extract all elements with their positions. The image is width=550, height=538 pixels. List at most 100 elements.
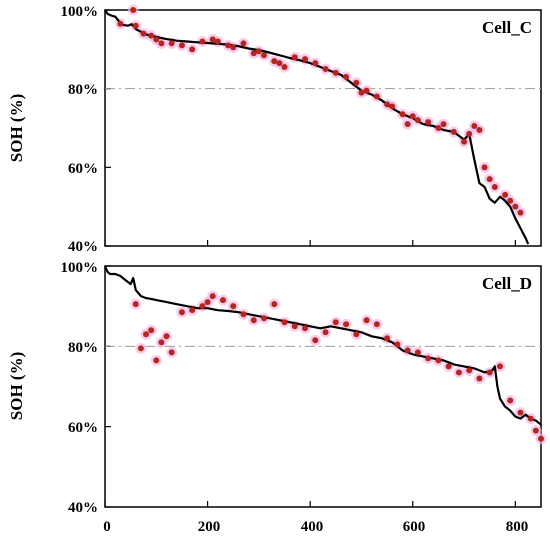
data-point [132, 22, 139, 29]
data-point [163, 333, 170, 340]
y-tick-label: 100% [61, 4, 99, 20]
soh-line [104, 9, 530, 245]
chart-title-cell-c: Cell_C [482, 18, 532, 37]
data-point [502, 191, 509, 198]
data-point [178, 42, 185, 49]
data-point [491, 184, 498, 190]
data-point [496, 363, 503, 370]
data-point [461, 138, 468, 145]
data-point [384, 101, 391, 108]
chart-title-cell-d: Cell_D [482, 274, 532, 293]
data-point [178, 309, 185, 316]
y-tick-label: 60% [68, 161, 98, 177]
data-point [404, 347, 411, 354]
data-point [291, 54, 298, 61]
data-point [455, 369, 462, 376]
data-point [276, 60, 283, 67]
data-point [486, 369, 493, 376]
data-point [168, 349, 175, 356]
data-point [302, 56, 309, 63]
data-point [476, 126, 483, 133]
data-point [240, 311, 247, 318]
data-point [450, 128, 457, 135]
data-point [281, 64, 288, 71]
data-point [250, 317, 257, 324]
data-point [199, 38, 206, 45]
data-point [435, 357, 442, 364]
data-point [471, 123, 478, 130]
marks-cell-d [103, 265, 547, 508]
data-point [132, 301, 139, 308]
data-point [414, 117, 421, 124]
x-tick-label: 600 [403, 519, 426, 535]
y-tick-label: 40% [68, 500, 98, 516]
data-point [225, 42, 232, 49]
data-point [435, 125, 442, 131]
data-point [343, 73, 350, 80]
y-tick-label: 40% [68, 239, 98, 255]
data-point [214, 38, 221, 45]
data-point [332, 69, 339, 76]
data-point [250, 50, 257, 57]
data-point [389, 103, 396, 110]
data-point [140, 30, 147, 37]
data-point [394, 341, 401, 348]
data-point [209, 36, 216, 43]
data-point [425, 355, 432, 362]
data-point [363, 317, 370, 324]
data-point [507, 397, 514, 404]
data-point [240, 40, 247, 47]
data-point [517, 209, 524, 216]
data-point [230, 303, 237, 310]
data-point [476, 375, 483, 382]
y-tick-label: 80% [68, 340, 98, 356]
data-point [517, 409, 524, 416]
x-tick-label: 200 [198, 519, 221, 535]
y-tick-label: 80% [68, 82, 98, 98]
data-point [137, 345, 144, 352]
data-point [343, 321, 350, 328]
data-point [261, 52, 268, 59]
data-point [466, 130, 473, 137]
data-point [312, 337, 319, 344]
data-point [481, 164, 488, 171]
data-point [143, 331, 150, 338]
y-axis-label-cell-c: SOH (%) [7, 94, 26, 162]
data-point [363, 87, 370, 94]
data-point [486, 176, 493, 183]
data-point [512, 203, 519, 210]
data-point [425, 119, 432, 126]
data-point [281, 319, 288, 326]
data-point [189, 307, 196, 314]
plot-frame-cell-d [104, 265, 542, 508]
data-point [414, 349, 421, 356]
data-point [158, 40, 165, 47]
data-point [409, 113, 416, 120]
data-point [219, 297, 226, 304]
data-point [466, 367, 473, 374]
data-point [189, 46, 196, 53]
data-point [532, 427, 539, 434]
data-point [507, 197, 514, 204]
data-point [261, 315, 268, 322]
data-point [404, 121, 411, 128]
data-point [358, 89, 365, 96]
data-point [332, 319, 339, 326]
data-point [399, 111, 406, 118]
data-point [440, 121, 447, 128]
data-point [255, 48, 262, 55]
data-point [117, 20, 124, 27]
y-tick-label: 100% [61, 260, 99, 276]
data-point [158, 339, 165, 346]
data-point [204, 299, 211, 306]
data-point [148, 32, 155, 39]
data-point [271, 58, 278, 65]
data-point [130, 7, 137, 13]
y-tick-label: 60% [68, 420, 98, 436]
x-tick-label: 800 [506, 519, 529, 535]
data-point [271, 301, 278, 308]
data-point [373, 321, 380, 328]
data-point [527, 415, 534, 422]
x-tick-label: 0 [103, 519, 111, 535]
